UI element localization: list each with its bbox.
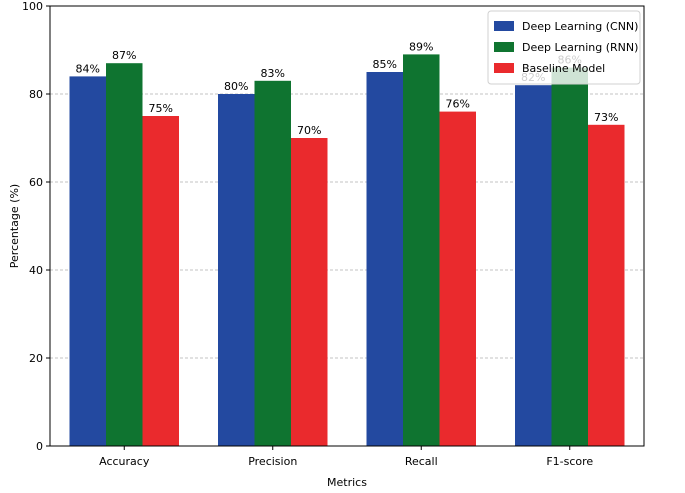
legend-swatch	[494, 63, 514, 73]
bar-value-label: 70%	[297, 124, 321, 137]
bar	[403, 54, 440, 447]
bar-value-label: 83%	[261, 67, 285, 80]
bars-group	[69, 54, 625, 447]
legend-swatch	[494, 42, 514, 52]
y-tick-label: 40	[29, 264, 43, 277]
plot-area-frame	[49, 5, 645, 447]
bar	[366, 72, 403, 446]
bar	[515, 85, 552, 446]
x-tick-label: Precision	[248, 455, 297, 468]
x-axis-ticks: Accuracy Precision Recall F1-score	[99, 446, 593, 468]
legend-label: Deep Learning (CNN)	[522, 20, 638, 33]
bar	[439, 111, 476, 446]
x-axis-title: Metrics	[327, 476, 367, 489]
bar	[291, 138, 328, 446]
y-tick-label: 100	[22, 0, 43, 13]
y-axis-title: Percentage (%)	[8, 184, 21, 268]
y-tick-label: 60	[29, 176, 43, 189]
y-tick-label: 80	[29, 88, 43, 101]
bar-value-label: 73%	[594, 111, 618, 124]
bar	[69, 76, 106, 447]
y-axis-ticks: 0 20 40 60 80 100	[22, 0, 50, 453]
legend-box	[487, 10, 641, 85]
bar	[218, 94, 255, 446]
legend-label: Baseline Model	[522, 62, 605, 75]
bar	[106, 63, 143, 446]
bar	[142, 116, 179, 446]
y-tick-label: 20	[29, 352, 43, 365]
bar-value-label: 84%	[76, 62, 100, 75]
legend: Deep Learning (CNN) Deep Learning (RNN) Ba…	[487, 10, 641, 85]
bar	[588, 124, 625, 447]
y-tick-label: 0	[36, 440, 43, 453]
bar-value-label: 85%	[373, 58, 397, 71]
bar	[551, 67, 588, 446]
bar-value-label: 75%	[149, 102, 173, 115]
legend-label: Deep Learning (RNN)	[522, 41, 638, 54]
bar-value-label: 80%	[224, 80, 248, 93]
bar-value-label: 76%	[446, 98, 470, 111]
x-tick-label: Recall	[405, 455, 438, 468]
bar-value-label: 87%	[112, 49, 136, 62]
bar	[254, 80, 291, 447]
bar-value-label: 89%	[409, 40, 433, 53]
x-tick-label: F1-score	[546, 455, 593, 468]
x-tick-label: Accuracy	[99, 455, 150, 468]
legend-swatch	[494, 21, 514, 31]
